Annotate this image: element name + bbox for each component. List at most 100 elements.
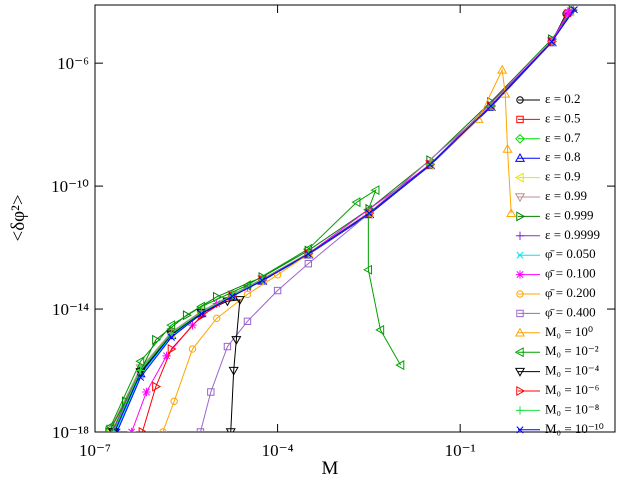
legend-item: ε = 0.9 <box>514 169 581 184</box>
legend-item: M₀ = 10⁻⁸ <box>515 401 600 416</box>
marker <box>207 388 215 396</box>
series-line <box>112 299 241 432</box>
marker <box>182 310 192 321</box>
legend-marker <box>514 327 526 337</box>
legend-marker <box>514 152 526 162</box>
legend-item: M₀ = 10⁻⁶ <box>516 382 599 397</box>
legend-marker <box>516 385 526 397</box>
marker <box>548 38 556 46</box>
marker <box>152 334 162 345</box>
legend-label: φ̄ = 0.100 <box>545 266 596 281</box>
series-line <box>108 10 573 432</box>
legend-item: φ̄ = 0.050 <box>516 246 596 261</box>
marker <box>213 314 221 323</box>
marker <box>365 209 373 217</box>
legend-marker <box>516 426 524 434</box>
marker <box>167 329 176 338</box>
y-tick-label: 10⁻⁶ <box>57 54 89 73</box>
marker <box>231 336 242 346</box>
marker <box>375 324 385 335</box>
marker <box>502 143 513 153</box>
x-tick-label: 10⁻⁷ <box>79 441 111 460</box>
legend-label: M₀ = 10⁻⁶ <box>545 382 599 397</box>
legend-item: ε = 0.2 <box>516 91 581 106</box>
marker <box>363 264 373 275</box>
legend-item: φ̄ = 0.400 <box>516 304 596 319</box>
legend-label: ε = 0.2 <box>545 91 581 106</box>
y-tick-label: 10⁻¹⁰ <box>51 177 89 196</box>
legend-marker <box>516 290 524 298</box>
marker <box>223 342 232 351</box>
legend-item: ε = 0.7 <box>515 130 581 145</box>
legend-marker <box>515 231 525 240</box>
marker <box>136 373 145 381</box>
marker <box>304 250 312 258</box>
marker <box>136 366 145 375</box>
marker <box>152 381 162 392</box>
marker <box>166 320 176 331</box>
marker <box>162 351 171 361</box>
series-line <box>141 41 553 432</box>
legend-marker <box>515 406 525 415</box>
marker <box>225 428 236 432</box>
legend-label: ε = 0.9999 <box>545 227 600 242</box>
legend-marker <box>514 172 524 183</box>
marker <box>564 8 573 17</box>
marker <box>506 208 517 218</box>
marker <box>135 356 145 367</box>
legend-label: M₀ = 10⁻¹⁰ <box>545 421 604 436</box>
marker <box>196 428 205 432</box>
series-line <box>199 41 553 432</box>
legend-marker <box>516 309 524 318</box>
legend-label: φ̄ = 0.200 <box>545 285 596 300</box>
legend-marker <box>516 211 526 222</box>
marker <box>196 301 206 312</box>
legend: ε = 0.2 ε = 0.5 ε = 0.7 ε = 0.8 ε = 0.9 ε = 0… <box>514 91 604 436</box>
legend-item: M₀ = 10⁰ <box>514 324 593 339</box>
legend-marker <box>516 96 524 104</box>
legend-item: ε = 0.99 <box>514 188 587 203</box>
legend-label: ε = 0.8 <box>545 149 581 164</box>
marker <box>228 292 236 300</box>
marker <box>570 6 578 14</box>
plot-frame <box>94 4 616 433</box>
y-axis-label: <δφ²> <box>8 194 29 241</box>
marker <box>497 64 508 74</box>
marker <box>170 397 178 405</box>
legend-item: M₀ = 10⁻² <box>514 343 599 358</box>
legend-marker <box>516 115 524 124</box>
legend-item: ε = 0.999 <box>516 207 594 222</box>
marker <box>167 343 177 355</box>
marker <box>243 290 252 299</box>
legend-label: ε = 0.99 <box>545 188 587 203</box>
legend-marker <box>516 251 524 259</box>
marker <box>138 426 148 432</box>
marker <box>487 102 495 110</box>
legend-label: M₀ = 10⁻⁴ <box>545 363 600 378</box>
legend-item: ε = 0.9999 <box>515 227 600 242</box>
marker <box>113 428 121 432</box>
marker <box>258 276 266 285</box>
series-line <box>110 188 402 427</box>
marker <box>167 333 175 341</box>
legend-label: φ̄ = 0.050 <box>545 246 596 261</box>
legend-label: ε = 0.9 <box>545 169 581 184</box>
legend-label: M₀ = 10⁰ <box>545 324 593 339</box>
plot-area <box>105 5 578 432</box>
marker <box>109 427 118 432</box>
y-tick-label: 10⁻¹⁸ <box>52 423 89 442</box>
marker <box>370 185 380 196</box>
legend-item: M₀ = 10⁻¹⁰ <box>516 421 604 436</box>
legend-item: ε = 0.5 <box>516 110 581 125</box>
marker <box>243 317 252 325</box>
marker <box>228 366 239 376</box>
legend-item: M₀ = 10⁻⁴ <box>514 363 600 378</box>
marker <box>273 286 282 295</box>
legend-marker <box>515 270 525 279</box>
y-tick-label: 10⁻¹⁴ <box>52 300 89 319</box>
legend-marker <box>515 133 525 144</box>
marker <box>426 161 434 169</box>
marker <box>142 387 151 397</box>
marker <box>234 296 245 306</box>
